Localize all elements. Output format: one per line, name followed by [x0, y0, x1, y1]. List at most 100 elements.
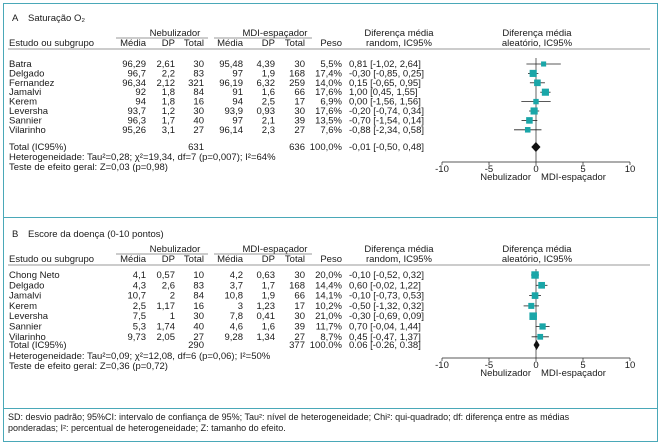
study-total-2: 66 — [294, 87, 305, 98]
study-ci: -0,20 [-0,74, 0,34] — [349, 106, 424, 117]
study-ci: 1,00 [0,45, 1,55] — [349, 87, 418, 98]
study-name: Vilarinho — [9, 332, 46, 343]
column-header: Estudo ou subgrupo — [9, 38, 94, 49]
study-total-1: 84 — [193, 87, 204, 98]
study-weight: 6,9% — [320, 97, 342, 108]
study-total-2: 27 — [294, 125, 305, 136]
study-sd-2: 1,9 — [262, 68, 275, 79]
study-sd-1: 2,6 — [162, 280, 175, 291]
study-sd-2: 0,63 — [257, 270, 276, 281]
study-total-1: 84 — [193, 291, 204, 302]
study-weight: 7,6% — [320, 125, 342, 136]
study-mean-2: 97 — [232, 68, 243, 79]
study-weight: 13,5% — [315, 115, 342, 126]
study-sd-2: 1,6 — [262, 322, 275, 333]
study-total-1: 30 — [193, 311, 204, 322]
study-name: Sannier — [9, 115, 42, 126]
plot-header: Diferença média — [502, 28, 572, 39]
study-sd-2: 2,5 — [262, 97, 275, 108]
study-point — [531, 271, 539, 279]
study-sd-1: 0,57 — [157, 270, 176, 281]
study-point — [526, 117, 533, 124]
study-ci: 0,15 [-0,65, 0,95] — [349, 78, 421, 89]
study-weight: 17,6% — [315, 106, 342, 117]
x-tick-label: 5 — [580, 164, 585, 175]
favours-right: MDI-espaçador — [541, 172, 606, 183]
study-sd-1: 1,17 — [157, 301, 176, 312]
study-sd-2: 2,1 — [262, 115, 275, 126]
study-mean-2: 96,14 — [219, 125, 243, 136]
study-total-2: 66 — [294, 291, 305, 302]
column-header: Total — [285, 254, 305, 265]
study-sd-1: 3,1 — [162, 125, 175, 136]
study-point — [539, 323, 546, 330]
study-total-1: 27 — [193, 125, 204, 136]
study-total-2: 30 — [294, 270, 305, 281]
column-header: DP — [262, 38, 275, 49]
study-sd-2: 1,7 — [262, 280, 275, 291]
x-tick-label: 10 — [625, 360, 636, 371]
total-diamond — [533, 340, 540, 350]
study-weight: 17,4% — [315, 68, 342, 79]
column-header: Média — [217, 254, 244, 265]
study-mean-2: 91 — [232, 87, 243, 98]
total-weight: 100,0% — [310, 142, 343, 153]
overall-effect-text: Teste de efeito geral: Z=0,36 (p=0,72) — [9, 361, 168, 372]
study-mean-2: 93,9 — [225, 106, 244, 117]
study-mean-2: 3,7 — [230, 280, 243, 291]
study-sd-1: 2,61 — [157, 59, 176, 70]
plot-header: aleatório, IC95% — [502, 38, 573, 49]
panel-separator — [3, 217, 658, 218]
total-label: Total (IC95%) — [9, 340, 67, 351]
column-header: Estudo ou subgrupo — [9, 254, 94, 265]
study-ci: -0,10 [-0,73, 0,53] — [349, 291, 424, 302]
study-total-1: 83 — [193, 280, 204, 291]
study-total-2: 39 — [294, 322, 305, 333]
study-sd-1: 1,7 — [162, 115, 175, 126]
study-sd-1: 2,12 — [157, 78, 176, 89]
total-weight: 100.0% — [310, 340, 343, 351]
total-label: Total (IC95%) — [9, 142, 67, 153]
study-sd-1: 2,2 — [162, 68, 175, 79]
total-n2: 377 — [289, 340, 305, 351]
study-total-1: 83 — [193, 68, 204, 79]
study-name: Jamalvi — [9, 87, 41, 98]
study-total-1: 40 — [193, 115, 204, 126]
favours-left: Nebulizador — [480, 172, 531, 183]
study-ci: 0,60 [-0,02, 1,22] — [349, 280, 421, 291]
x-tick-label: -5 — [485, 164, 493, 175]
group2-header: MDI-espaçador — [243, 28, 308, 39]
study-total-1: 27 — [193, 332, 204, 343]
study-sd-2: 1,34 — [257, 332, 276, 343]
plot-header: aleatório, IC95% — [502, 254, 573, 265]
study-mean-1: 92 — [135, 87, 146, 98]
study-sd-2: 4,39 — [257, 59, 276, 70]
study-total-2: 39 — [294, 115, 305, 126]
effect-header: Diferença média — [364, 244, 434, 255]
study-mean-1: 10,7 — [128, 291, 147, 302]
x-tick-label: 5 — [580, 360, 585, 371]
study-sd-2: 1,23 — [257, 301, 276, 312]
study-weight: 20,0% — [315, 270, 342, 281]
column-header: Total — [184, 254, 204, 265]
effect-header: random, IC95% — [366, 38, 433, 49]
effect-header: random, IC95% — [366, 254, 433, 265]
study-name: Batra — [9, 59, 32, 70]
study-mean-2: 97 — [232, 115, 243, 126]
study-ci: 0,00 [-1,56, 1,56] — [349, 97, 421, 108]
study-point — [533, 98, 539, 105]
study-total-1: 10 — [193, 270, 204, 281]
study-mean-1: 9,73 — [128, 332, 147, 343]
panel-title: Saturação O₂ — [28, 13, 85, 24]
study-sd-1: 1,74 — [157, 322, 176, 333]
study-mean-1: 96,3 — [128, 115, 147, 126]
study-ci: -0,88 [-2,34, 0,58] — [349, 125, 424, 136]
study-point — [528, 302, 535, 309]
study-sd-2: 1,6 — [262, 87, 275, 98]
study-sd-1: 1,8 — [162, 87, 175, 98]
study-name: Leversha — [9, 311, 49, 322]
study-ci: 0,81 [-1,02, 2,64] — [349, 59, 421, 70]
column-header: Peso — [320, 38, 342, 49]
x-tick-label: -10 — [435, 360, 449, 371]
